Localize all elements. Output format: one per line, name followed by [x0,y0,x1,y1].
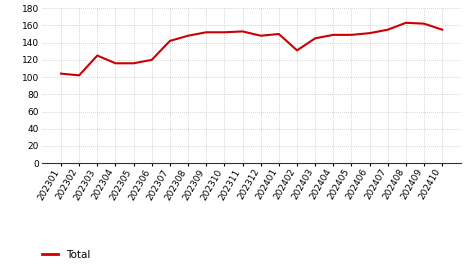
Total [222,31,227,34]
Total [258,34,263,37]
Total [167,39,173,42]
Total [421,22,427,25]
Total [276,32,281,36]
Total [149,58,155,61]
Total [294,49,300,52]
Total [185,34,191,37]
Total [385,28,391,31]
Total [113,62,118,65]
Total [95,54,100,57]
Total [76,74,82,77]
Legend: Total: Total [38,246,95,264]
Line: Total: Total [61,23,442,75]
Total [330,33,336,36]
Total [312,37,318,40]
Total [131,62,137,65]
Total [204,31,209,34]
Total [58,72,64,75]
Total [439,28,445,31]
Total [240,30,246,33]
Total [367,32,372,35]
Total [349,33,354,36]
Total [403,21,409,24]
